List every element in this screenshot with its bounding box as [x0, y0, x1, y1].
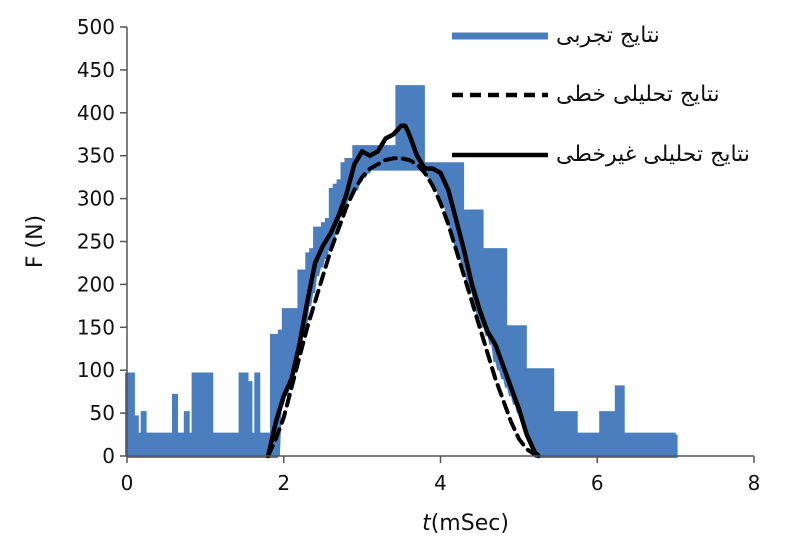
y-tick-label: 400	[77, 101, 115, 125]
x-tick-label: 6	[591, 471, 604, 495]
y-tick-label: 450	[77, 58, 115, 82]
x-tick-label: 0	[121, 471, 134, 495]
y-tick-label: 200	[77, 272, 115, 296]
x-axis-title-symbol: t	[422, 511, 432, 536]
y-tick-label: 150	[77, 315, 115, 339]
y-tick-label: 250	[77, 230, 115, 254]
legend-label-experimental: نتایج تجربی	[556, 23, 660, 48]
x-tick-label: 2	[277, 471, 290, 495]
series-nonlinear-line	[265, 123, 541, 459]
y-tick-label: 100	[77, 358, 115, 382]
series-linear-line	[266, 156, 541, 458]
legend-label-nonlinear: نتایج تحلیلی غیرخطی	[556, 142, 750, 167]
legend: نتایج تجربی نتایج تحلیلی خطی نتایج تحلیلی …	[452, 23, 750, 167]
y-tick-label: 350	[77, 144, 115, 168]
legend-label-linear: نتایج تحلیلی خطی	[556, 82, 720, 107]
x-axis-title: t(mSec)	[422, 511, 509, 536]
y-axis-title: F (N)	[23, 215, 48, 268]
x-tick-label: 8	[748, 471, 761, 495]
x-tick-label: 4	[434, 471, 447, 495]
x-axis-title-unit: (mSec)	[431, 511, 509, 536]
y-tick-label: 500	[77, 15, 115, 39]
y-tick-label: 300	[77, 187, 115, 211]
axes: 0 50 100 150 200 250 300 350 400 450 500 0 2 4 6 8	[77, 15, 761, 495]
y-tick-label: 50	[90, 401, 115, 425]
y-tick-label: 0	[102, 444, 115, 468]
